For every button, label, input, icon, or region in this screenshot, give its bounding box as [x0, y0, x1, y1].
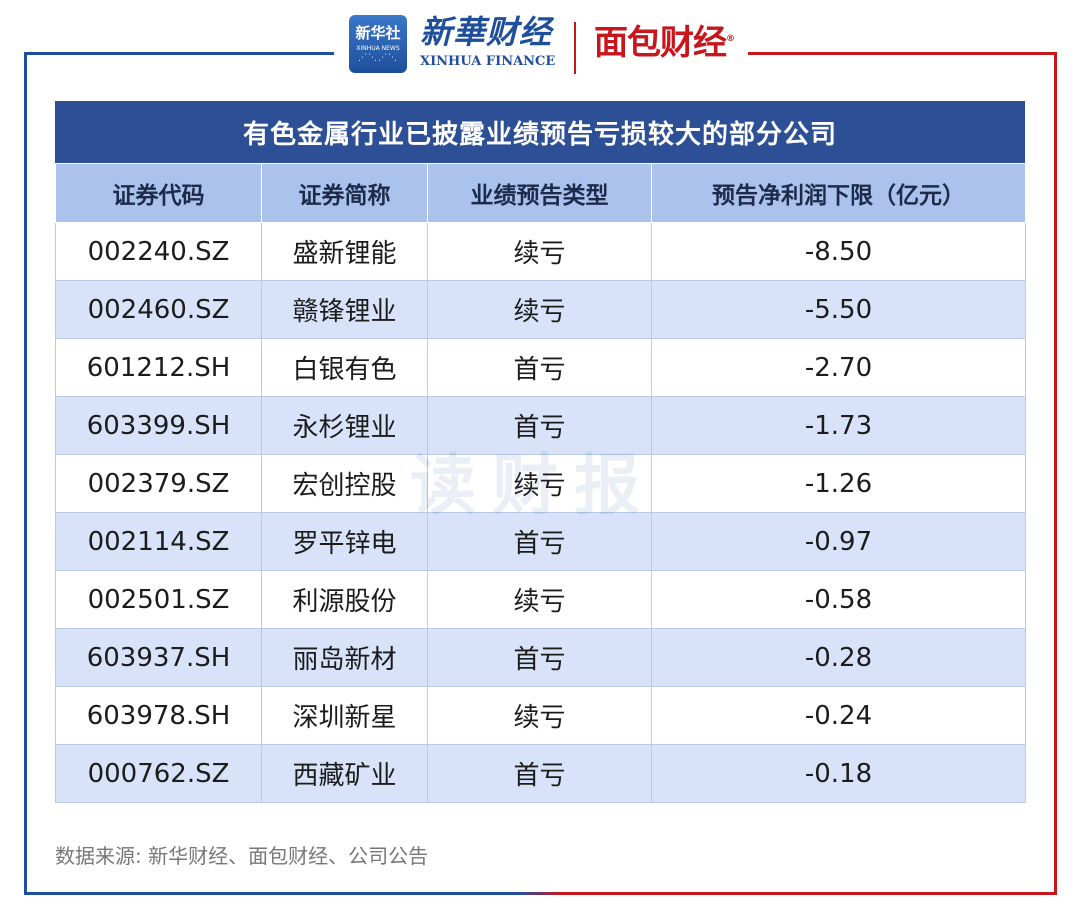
- cell-code: 000762.SZ: [55, 744, 262, 803]
- cell-type: 续亏: [427, 222, 652, 281]
- cell-code: 601212.SH: [55, 338, 262, 397]
- cell-name: 宏创控股: [261, 454, 428, 513]
- table-row: 002501.SZ 利源股份 续亏 -0.58: [55, 570, 1026, 629]
- cell-profit: -8.50: [651, 222, 1026, 281]
- cell-name: 赣锋锂业: [261, 280, 428, 339]
- table-row: 002114.SZ 罗平锌电 首亏 -0.97: [55, 512, 1026, 571]
- logo-divider: [574, 22, 576, 74]
- table-title: 有色金属行业已披露业绩预告亏损较大的部分公司: [55, 101, 1025, 163]
- cell-type: 续亏: [427, 686, 652, 745]
- cell-name: 利源股份: [261, 570, 428, 629]
- data-source-note: 数据来源: 新华财经、面包财经、公司公告: [55, 844, 429, 868]
- xinhua-news-logo-en: XINHUA NEWS: [356, 45, 400, 52]
- cell-profit: -1.73: [651, 396, 1026, 455]
- cell-type: 首亏: [427, 628, 652, 687]
- cell-name: 罗平锌电: [261, 512, 428, 571]
- cell-code: 002114.SZ: [55, 512, 262, 571]
- cell-type: 首亏: [427, 744, 652, 803]
- table-row: 002379.SZ 宏创控股 续亏 -1.26: [55, 454, 1026, 513]
- cell-profit: -0.24: [651, 686, 1026, 745]
- cell-name: 西藏矿业: [261, 744, 428, 803]
- mianbao-finance-logo-text: 面包财经: [594, 23, 727, 63]
- frame-top-right-line: [748, 52, 1057, 55]
- data-table-container: 有色金属行业已披露业绩预告亏损较大的部分公司 证券代码 证券简称 业绩预告类型 …: [55, 101, 1026, 803]
- cell-profit: -0.58: [651, 570, 1026, 629]
- cell-code: 002240.SZ: [55, 222, 262, 281]
- column-header-type: 业绩预告类型: [427, 163, 652, 223]
- frame-left-line: [24, 52, 27, 895]
- cell-name: 盛新锂能: [261, 222, 428, 281]
- cell-name: 白银有色: [261, 338, 428, 397]
- column-header-profit: 预告净利润下限（亿元）: [651, 163, 1026, 223]
- xinhua-news-logo: 新华社 XINHUA NEWS ⋰⋱⋰⋱: [349, 15, 407, 73]
- mianbao-finance-logo: 面包财经®: [594, 20, 735, 66]
- table-row: 603937.SH 丽岛新材 首亏 -0.28: [55, 628, 1026, 687]
- cell-type: 续亏: [427, 280, 652, 339]
- frame-top-left-line: [24, 52, 334, 55]
- table-row: 603399.SH 永杉锂业 首亏 -1.73: [55, 396, 1026, 455]
- xinhua-news-logo-cn: 新华社: [355, 24, 401, 42]
- table-row: 601212.SH 白银有色 首亏 -2.70: [55, 338, 1026, 397]
- cell-type: 续亏: [427, 454, 652, 513]
- table-row: 002460.SZ 赣锋锂业 续亏 -5.50: [55, 280, 1026, 339]
- cell-profit: -2.70: [651, 338, 1026, 397]
- xinhua-finance-logo: 新華财经 XINHUA FINANCE: [420, 12, 560, 78]
- cell-profit: -0.18: [651, 744, 1026, 803]
- cell-code: 002501.SZ: [55, 570, 262, 629]
- registered-mark: ®: [726, 34, 735, 44]
- cell-profit: -1.26: [651, 454, 1026, 513]
- cell-type: 首亏: [427, 396, 652, 455]
- cell-name: 丽岛新材: [261, 628, 428, 687]
- cell-code: 603978.SH: [55, 686, 262, 745]
- column-header-code: 证券代码: [55, 163, 262, 223]
- cell-type: 首亏: [427, 338, 652, 397]
- cell-name: 深圳新星: [261, 686, 428, 745]
- frame-right-line: [1054, 52, 1057, 895]
- frame-bottom-line: [24, 892, 1057, 895]
- cell-profit: -5.50: [651, 280, 1026, 339]
- network-dots-icon: ⋰⋱⋰⋱: [358, 53, 398, 63]
- data-table: 证券代码 证券简称 业绩预告类型 预告净利润下限（亿元） 002240.SZ 盛…: [55, 163, 1026, 803]
- column-header-name: 证券简称: [261, 163, 428, 223]
- table-row: 603978.SH 深圳新星 续亏 -0.24: [55, 686, 1026, 745]
- cell-type: 首亏: [427, 512, 652, 571]
- table-row: 002240.SZ 盛新锂能 续亏 -8.50: [55, 222, 1026, 281]
- xinhua-finance-logo-en: XINHUA FINANCE: [420, 54, 556, 69]
- cell-name: 永杉锂业: [261, 396, 428, 455]
- cell-code: 002379.SZ: [55, 454, 262, 513]
- table-row: 000762.SZ 西藏矿业 首亏 -0.18: [55, 744, 1026, 803]
- cell-type: 续亏: [427, 570, 652, 629]
- xinhua-finance-logo-cn: 新華财经: [420, 13, 553, 51]
- cell-code: 603399.SH: [55, 396, 262, 455]
- table-header-row: 证券代码 证券简称 业绩预告类型 预告净利润下限（亿元）: [55, 163, 1026, 223]
- cell-profit: -0.28: [651, 628, 1026, 687]
- cell-code: 603937.SH: [55, 628, 262, 687]
- cell-code: 002460.SZ: [55, 280, 262, 339]
- cell-profit: -0.97: [651, 512, 1026, 571]
